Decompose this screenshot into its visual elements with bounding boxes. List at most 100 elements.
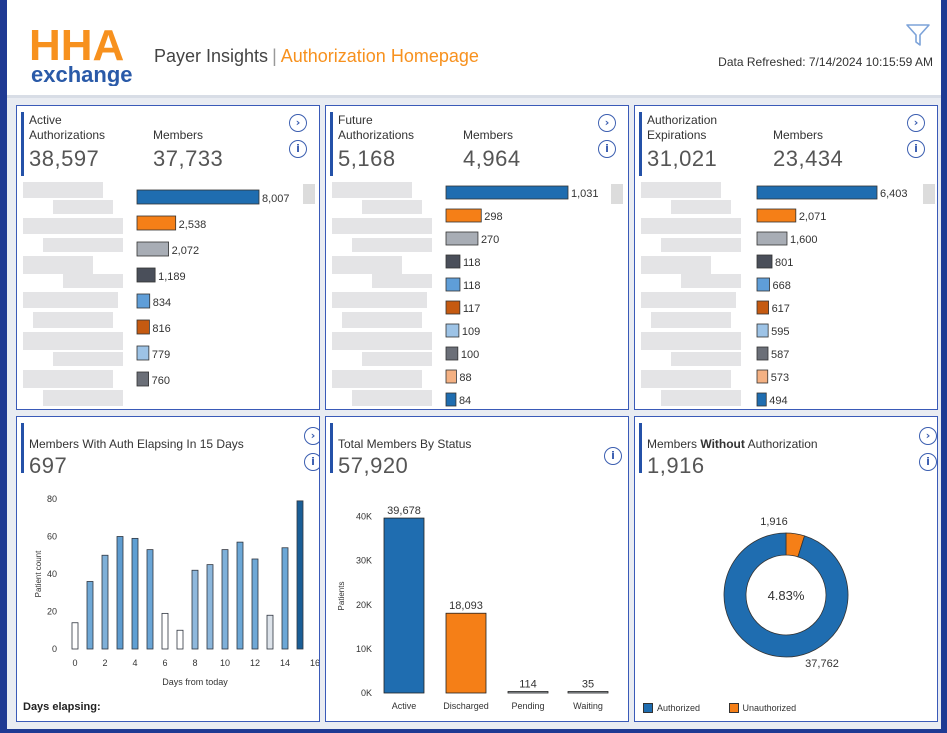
info-icon[interactable]: i [919,453,937,471]
redacted-block [43,390,123,406]
bar [756,231,788,246]
redacted-block [661,238,741,252]
redacted-block [671,200,731,214]
bar [146,549,154,650]
page-title: Payer Insights | Authorization Homepage [154,46,479,67]
active-authorizations-panel: Active Authorizations Members 38,597 37,7… [16,105,320,410]
bar [756,185,878,200]
title-line-1: Authorization [647,113,718,127]
bar [131,537,139,650]
bar-value-label: 834 [153,297,171,309]
bar [756,323,769,338]
redacted-block [641,182,721,198]
redacted-block [23,182,103,198]
bar [136,319,150,335]
bar [136,267,156,283]
bar-value-label: 816 [152,323,170,335]
x-tick-label: 16 [310,658,320,668]
members-label: Members [773,128,824,142]
bar-value-label: 109 [462,326,480,338]
bar-value-label: 494 [769,395,787,407]
bar-value-label: 760 [152,375,170,387]
redacted-block [671,352,741,366]
redacted-block [332,256,402,274]
scrollbar[interactable] [303,184,315,204]
days-elapsing-label: Days elapsing: [23,701,101,713]
panel-title: Future Authorizations [338,113,414,143]
navigate-arrow-icon[interactable]: › [289,114,307,132]
active-members: 37,733 [153,146,224,171]
redacted-block [33,312,113,328]
info-icon[interactable]: i [604,447,622,465]
bar [445,254,461,269]
bar [756,346,769,361]
authorization-donut-chart: 4.83% 1,916 37,762 [723,516,849,670]
scrollbar[interactable] [611,184,623,204]
bar-value-label: 114 [519,679,537,691]
navigate-arrow-icon[interactable]: › [598,114,616,132]
members-label: Members [153,128,204,142]
redacted-block [651,312,731,328]
scrollbar[interactable] [923,184,935,204]
bar [206,564,214,650]
title-line-2: Expirations [647,128,707,142]
x-tick-label: 0 [72,658,77,668]
navigate-arrow-icon[interactable]: › [907,114,925,132]
info-icon[interactable]: i [907,140,925,158]
info-icon[interactable]: i [304,453,319,471]
bar-value-label: 2,071 [799,211,827,223]
active-bar-chart: 8,007 2,538 2,072 1,189 834 816 779 760 [136,189,290,387]
redacted-block [53,200,113,214]
panel-accent [639,112,642,176]
redacted-block [23,292,118,308]
info-icon[interactable]: i [598,140,616,158]
bar [281,547,289,650]
x-axis-label: Days from today [162,677,228,687]
redacted-block [23,332,123,350]
filter-icon[interactable] [905,22,931,48]
bar [756,254,773,269]
panel-accent [330,423,333,473]
bar-value-label: 6,403 [880,188,908,200]
bar-value-label: 39,678 [387,505,421,517]
y-tick-label: 40K [356,512,372,522]
slice-value-label: 37,762 [805,658,839,670]
redacted-block [641,256,711,274]
info-icon[interactable]: i [289,140,307,158]
bar [136,189,260,205]
without-total: 1,916 [647,453,705,478]
logo-bottom-text: exchange [31,62,133,86]
header: HHA exchange Payer Insights | Authorizatio… [7,0,941,98]
bar [86,581,94,650]
bar [756,300,769,315]
panel-title: Members With Auth Elapsing In 15 Days [29,437,244,451]
bar [136,215,177,231]
bar [756,369,769,384]
bar-value-label: 801 [775,257,793,269]
active-total: 38,597 [29,146,100,171]
y-tick-label: 40 [47,569,57,579]
redacted-block [43,238,123,252]
redacted-block [332,292,427,308]
redacted-block [661,390,741,406]
data-refreshed-text: Data Refreshed: 7/14/2024 10:15:59 AM [718,55,933,69]
bar-value-label: 595 [771,326,789,338]
bar [266,614,274,650]
bar-value-label: 1,189 [158,271,186,283]
navigate-arrow-icon[interactable]: › [304,427,319,445]
title-line-1: Future [338,113,373,127]
logo-top-text: HHA [29,21,124,70]
bar [445,208,482,223]
y-tick-label: 60 [47,532,57,542]
bar [296,500,304,650]
bar [236,541,244,650]
bar [445,185,569,200]
legend-swatch-unauthorized [728,703,739,713]
bar-value-label: 573 [771,372,789,384]
x-tick-label: 12 [250,658,260,668]
bar [136,371,149,387]
navigate-arrow-icon[interactable]: › [919,427,937,445]
title-line-2: Authorizations [338,128,415,142]
redacted-block [641,218,741,234]
